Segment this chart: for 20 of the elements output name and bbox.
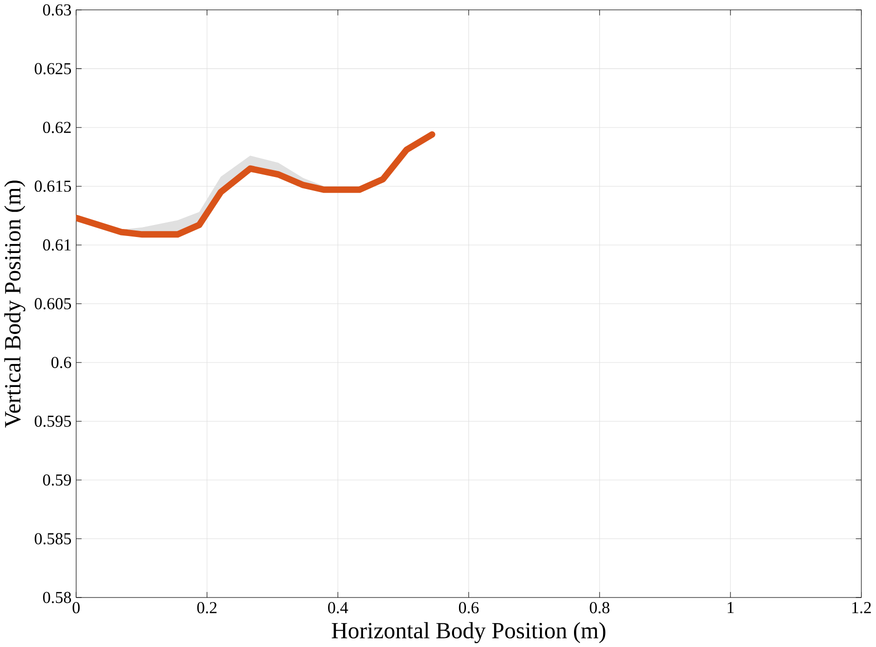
y-tick-label: 0.625: [34, 62, 71, 74]
x-tick-label: 1.2: [852, 602, 871, 614]
y-tick-label: 0.63: [43, 4, 71, 16]
y-tick-label: 0.58: [43, 592, 71, 603]
y-tick-label: 0.605: [34, 298, 71, 310]
y-tick-label: 0.615: [34, 180, 71, 192]
x-tick-label: 0.2: [197, 602, 217, 614]
x-tick-label: 1: [728, 602, 734, 613]
y-tick-label: 0.595: [34, 415, 71, 427]
y-tick-label: 0.585: [34, 532, 71, 544]
y-axis-title: Vertical Body Position (m): [4, 180, 26, 428]
x-tick-label: 0.4: [328, 602, 348, 614]
x-tick-label: 0.8: [590, 602, 610, 614]
x-axis-title: Horizontal Body Position (m): [332, 622, 606, 643]
y-tick-label: 0.61: [43, 239, 71, 250]
y-tick-label: 0.59: [43, 474, 71, 486]
y-tick-label: 0.6: [51, 356, 72, 368]
x-tick-label: 0.6: [458, 602, 479, 614]
x-tick-label: 0: [72, 602, 80, 614]
y-tick-label: 0.62: [43, 122, 71, 133]
